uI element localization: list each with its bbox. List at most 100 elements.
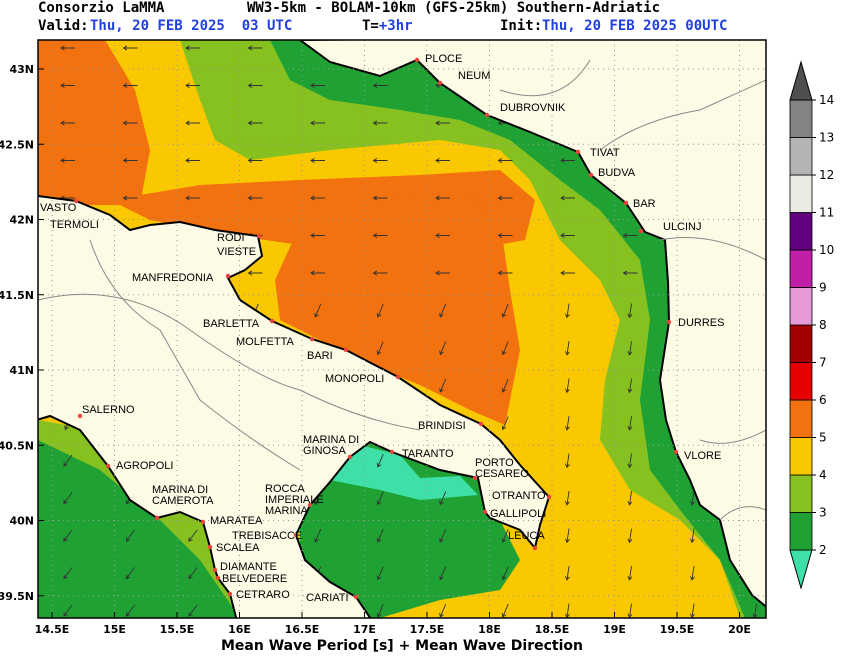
colorbar-label: 8 xyxy=(819,318,827,332)
x-tick-label: 17.5E xyxy=(410,623,445,636)
direction-arrow xyxy=(372,270,388,276)
direction-arrow xyxy=(565,491,570,506)
direction-arrow xyxy=(690,528,695,544)
colorbar-band xyxy=(789,249,813,288)
direction-arrow xyxy=(188,529,198,542)
direction-arrow xyxy=(247,83,263,88)
x-tick-label: 16.5E xyxy=(285,623,320,636)
direction-arrow xyxy=(565,378,570,394)
direction-arrow xyxy=(627,491,633,506)
place-dot xyxy=(200,519,206,525)
colorbar-label: 5 xyxy=(819,431,827,445)
direction-arrow xyxy=(439,341,447,356)
place-dot xyxy=(482,509,488,515)
direction-arrow xyxy=(185,195,200,201)
sea-green xyxy=(38,440,240,618)
y-tick-label: 41.5N xyxy=(0,289,34,302)
direction-arrow xyxy=(690,566,695,581)
direction-arrow xyxy=(497,195,513,201)
direction-arrow xyxy=(310,195,325,201)
direction-arrow xyxy=(372,83,388,88)
direction-arrow xyxy=(60,120,75,126)
border xyxy=(499,59,766,261)
init-time: Thu, 20 FEB 2025 00UTC xyxy=(542,18,727,34)
place-label: PLOCE xyxy=(425,53,462,65)
direction-arrow xyxy=(122,83,138,88)
direction-arrow xyxy=(63,567,73,580)
place-label: MARATEA xyxy=(210,515,263,527)
direction-arrow xyxy=(376,528,384,543)
direction-arrow xyxy=(310,158,325,163)
direction-arrow xyxy=(185,120,200,126)
valid-label: Valid: xyxy=(38,18,89,34)
place-label: MANFREDONIA xyxy=(132,272,214,284)
direction-arrow xyxy=(497,270,513,276)
direction-arrow xyxy=(122,120,138,126)
colorbar-band xyxy=(789,512,813,551)
colorbar-band xyxy=(789,212,813,251)
colorbar-band xyxy=(789,137,813,176)
direction-arrow xyxy=(247,270,263,276)
direction-arrow xyxy=(501,528,509,543)
colorbar-label: 12 xyxy=(819,168,834,182)
place-label: GINOSA xyxy=(303,445,346,457)
place-dot xyxy=(227,591,233,597)
direction-arrow xyxy=(63,529,73,542)
direction-arrow xyxy=(501,303,509,318)
direction-arrow xyxy=(439,303,447,318)
colorbar-band xyxy=(789,287,813,326)
colorbar-over xyxy=(789,60,813,101)
place-label: VLORE xyxy=(684,450,721,462)
init-label: Init: xyxy=(500,18,542,34)
direction-arrow xyxy=(376,303,384,318)
direction-arrow xyxy=(247,45,263,51)
place-label: MOLFETTA xyxy=(236,336,295,348)
colorbar-label: 4 xyxy=(819,468,827,482)
colorbar-label: 14 xyxy=(819,93,834,107)
colorbar-band xyxy=(789,399,813,438)
place-label: BAR xyxy=(633,198,656,210)
colorbar-label: 7 xyxy=(819,356,827,370)
place-label: MONOPOLI xyxy=(325,373,384,385)
place-dot xyxy=(347,454,353,460)
direction-arrow xyxy=(627,303,633,319)
y-tick-label: 42.5N xyxy=(0,138,34,151)
direction-arrow xyxy=(501,378,509,393)
x-tick-label: 16E xyxy=(228,623,251,636)
border xyxy=(699,429,766,521)
direction-arrow xyxy=(560,233,575,238)
y-tick-label: 42N xyxy=(9,214,34,227)
place-label: CETRARO xyxy=(236,589,290,601)
y-tick-label: 41N xyxy=(9,364,34,377)
direction-arrow xyxy=(627,566,633,581)
direction-arrow xyxy=(501,341,509,356)
place-dot xyxy=(293,532,299,538)
place-label: SCALEA xyxy=(216,542,260,554)
direction-arrow xyxy=(122,195,138,201)
direction-arrow xyxy=(565,528,570,544)
direction-arrow xyxy=(435,195,450,201)
step-label: T= xyxy=(362,18,379,34)
direction-arrow xyxy=(627,416,633,431)
direction-arrow xyxy=(60,158,75,163)
direction-arrow xyxy=(376,453,384,468)
direction-arrow xyxy=(376,491,384,506)
colorbar-band xyxy=(789,174,813,213)
direction-arrow xyxy=(501,416,509,431)
direction-arrow xyxy=(439,566,447,581)
direction-arrow xyxy=(60,83,75,88)
direction-arrow xyxy=(435,233,450,238)
colorbar-under xyxy=(789,549,813,590)
direction-arrow xyxy=(247,195,263,201)
direction-arrow xyxy=(565,303,570,319)
place-label: BUDVA xyxy=(598,167,636,179)
colorbar-label: 11 xyxy=(819,206,834,220)
direction-arrow xyxy=(622,270,638,276)
x-tick-label: 19.5E xyxy=(660,623,695,636)
place-dot xyxy=(437,80,443,86)
place-label: BARI xyxy=(307,350,333,362)
direction-arrow xyxy=(310,120,325,126)
direction-arrow xyxy=(560,158,575,163)
direction-arrow xyxy=(435,270,450,276)
